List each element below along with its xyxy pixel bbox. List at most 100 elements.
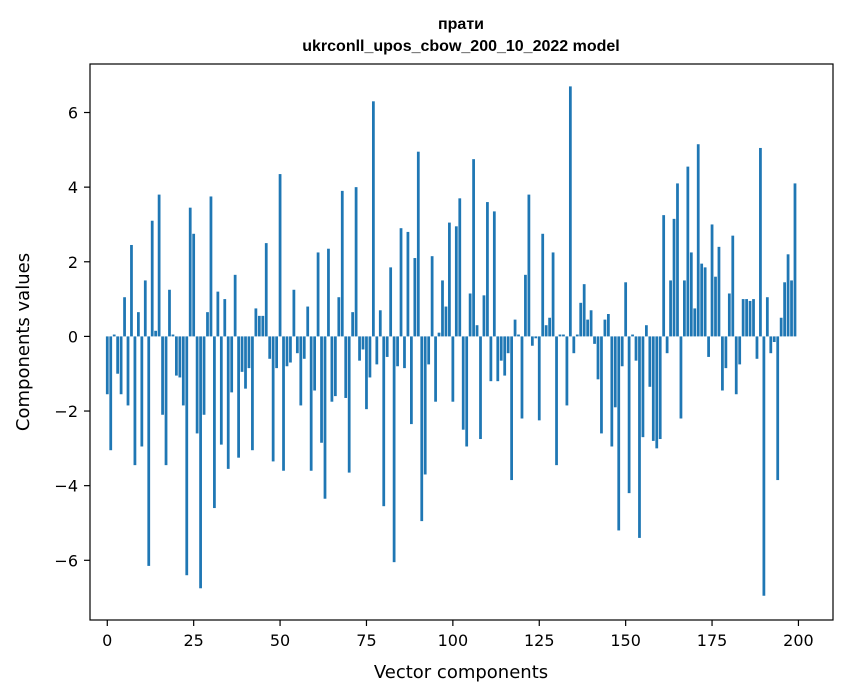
bar-11 (143, 280, 147, 337)
bar-39 (240, 336, 244, 372)
bar-161 (662, 215, 666, 337)
bar-159 (655, 336, 659, 449)
bar-183 (738, 336, 742, 365)
bar-186 (748, 300, 752, 337)
bar-79 (378, 310, 382, 337)
bar-166 (679, 336, 683, 419)
bar-169 (689, 252, 693, 337)
bar-83 (392, 336, 396, 563)
bar-89 (413, 258, 417, 337)
bar-154 (638, 336, 641, 538)
bar-61 (316, 252, 320, 337)
bar-179 (724, 336, 728, 369)
bar-167 (683, 280, 686, 337)
bar-16 (161, 336, 164, 415)
bar-91 (420, 336, 424, 522)
bar-125 (537, 336, 541, 421)
bar-8 (133, 336, 137, 466)
bar-139 (586, 319, 590, 337)
bar-64 (327, 248, 330, 337)
bar-33 (219, 336, 223, 445)
bar-93 (427, 336, 431, 365)
bar-15 (157, 194, 161, 337)
bar-138 (582, 284, 586, 337)
bar-180 (727, 293, 731, 337)
bar-101 (454, 226, 458, 337)
bars-group (105, 86, 797, 596)
bar-172 (700, 263, 704, 337)
bar-174 (707, 336, 710, 357)
bar-98 (444, 306, 448, 337)
bar-153 (634, 336, 638, 361)
bar-140 (589, 310, 593, 337)
y-tick-label: 4 (68, 178, 78, 197)
bar-54 (292, 289, 296, 337)
x-tick-label: 175 (697, 631, 728, 650)
bar-126 (541, 233, 545, 337)
bar-152 (631, 334, 634, 337)
bar-185 (745, 299, 748, 337)
x-tick-label: 125 (524, 631, 555, 650)
bar-36 (230, 336, 234, 393)
bar-40 (244, 336, 247, 389)
bar-92 (423, 336, 427, 475)
bar-134 (568, 86, 572, 337)
bar-47 (268, 336, 272, 359)
bar-181 (731, 235, 735, 337)
bar-71 (351, 312, 355, 337)
bar-62 (320, 336, 323, 443)
x-tick-label: 25 (183, 631, 203, 650)
bar-4 (119, 336, 123, 395)
bar-135 (572, 336, 576, 354)
bar-1 (109, 336, 113, 451)
bar-68 (340, 190, 344, 337)
bar-88 (410, 336, 413, 425)
bar-145 (606, 314, 610, 337)
bar-46 (264, 243, 268, 337)
x-tick-label: 75 (356, 631, 376, 650)
bar-121 (524, 274, 527, 337)
bar-41 (247, 336, 251, 369)
bar-191 (765, 297, 769, 337)
bar-137 (579, 302, 583, 337)
bar-107 (475, 325, 479, 337)
bar-66 (333, 336, 337, 397)
bar-160 (658, 336, 662, 440)
bar-106 (472, 159, 475, 337)
y-axis-ticks: −6 −4 −2 0 2 4 6 (54, 104, 90, 570)
bar-58 (306, 306, 310, 337)
bar-5 (123, 297, 126, 337)
bar-82 (389, 267, 393, 337)
x-tick-label: 150 (610, 631, 641, 650)
x-axis-label: Vector components (374, 662, 548, 683)
bar-197 (786, 254, 790, 337)
bar-34 (223, 299, 227, 337)
x-tick-label: 50 (270, 631, 290, 650)
bar-115 (503, 336, 507, 376)
bar-2 (112, 334, 116, 337)
bar-144 (603, 319, 607, 337)
bar-24 (188, 207, 192, 337)
bar-87 (406, 231, 410, 337)
bar-50 (278, 174, 282, 337)
bar-124 (534, 336, 538, 339)
y-tick-label: 2 (68, 253, 78, 272)
bar-37 (233, 274, 237, 337)
bar-113 (496, 336, 500, 382)
bar-119 (517, 334, 520, 337)
bar-100 (451, 336, 455, 402)
bar-142 (596, 336, 600, 380)
bar-120 (520, 336, 524, 419)
bar-108 (479, 336, 482, 440)
bar-12 (147, 336, 151, 566)
bar-104 (465, 336, 469, 447)
bar-90 (416, 151, 420, 337)
bar-6 (126, 336, 130, 406)
bar-28 (202, 336, 206, 415)
bar-17 (164, 336, 168, 466)
bar-29 (206, 312, 209, 337)
bar-14 (154, 330, 158, 337)
bar-168 (686, 166, 690, 337)
bar-196 (783, 282, 787, 337)
